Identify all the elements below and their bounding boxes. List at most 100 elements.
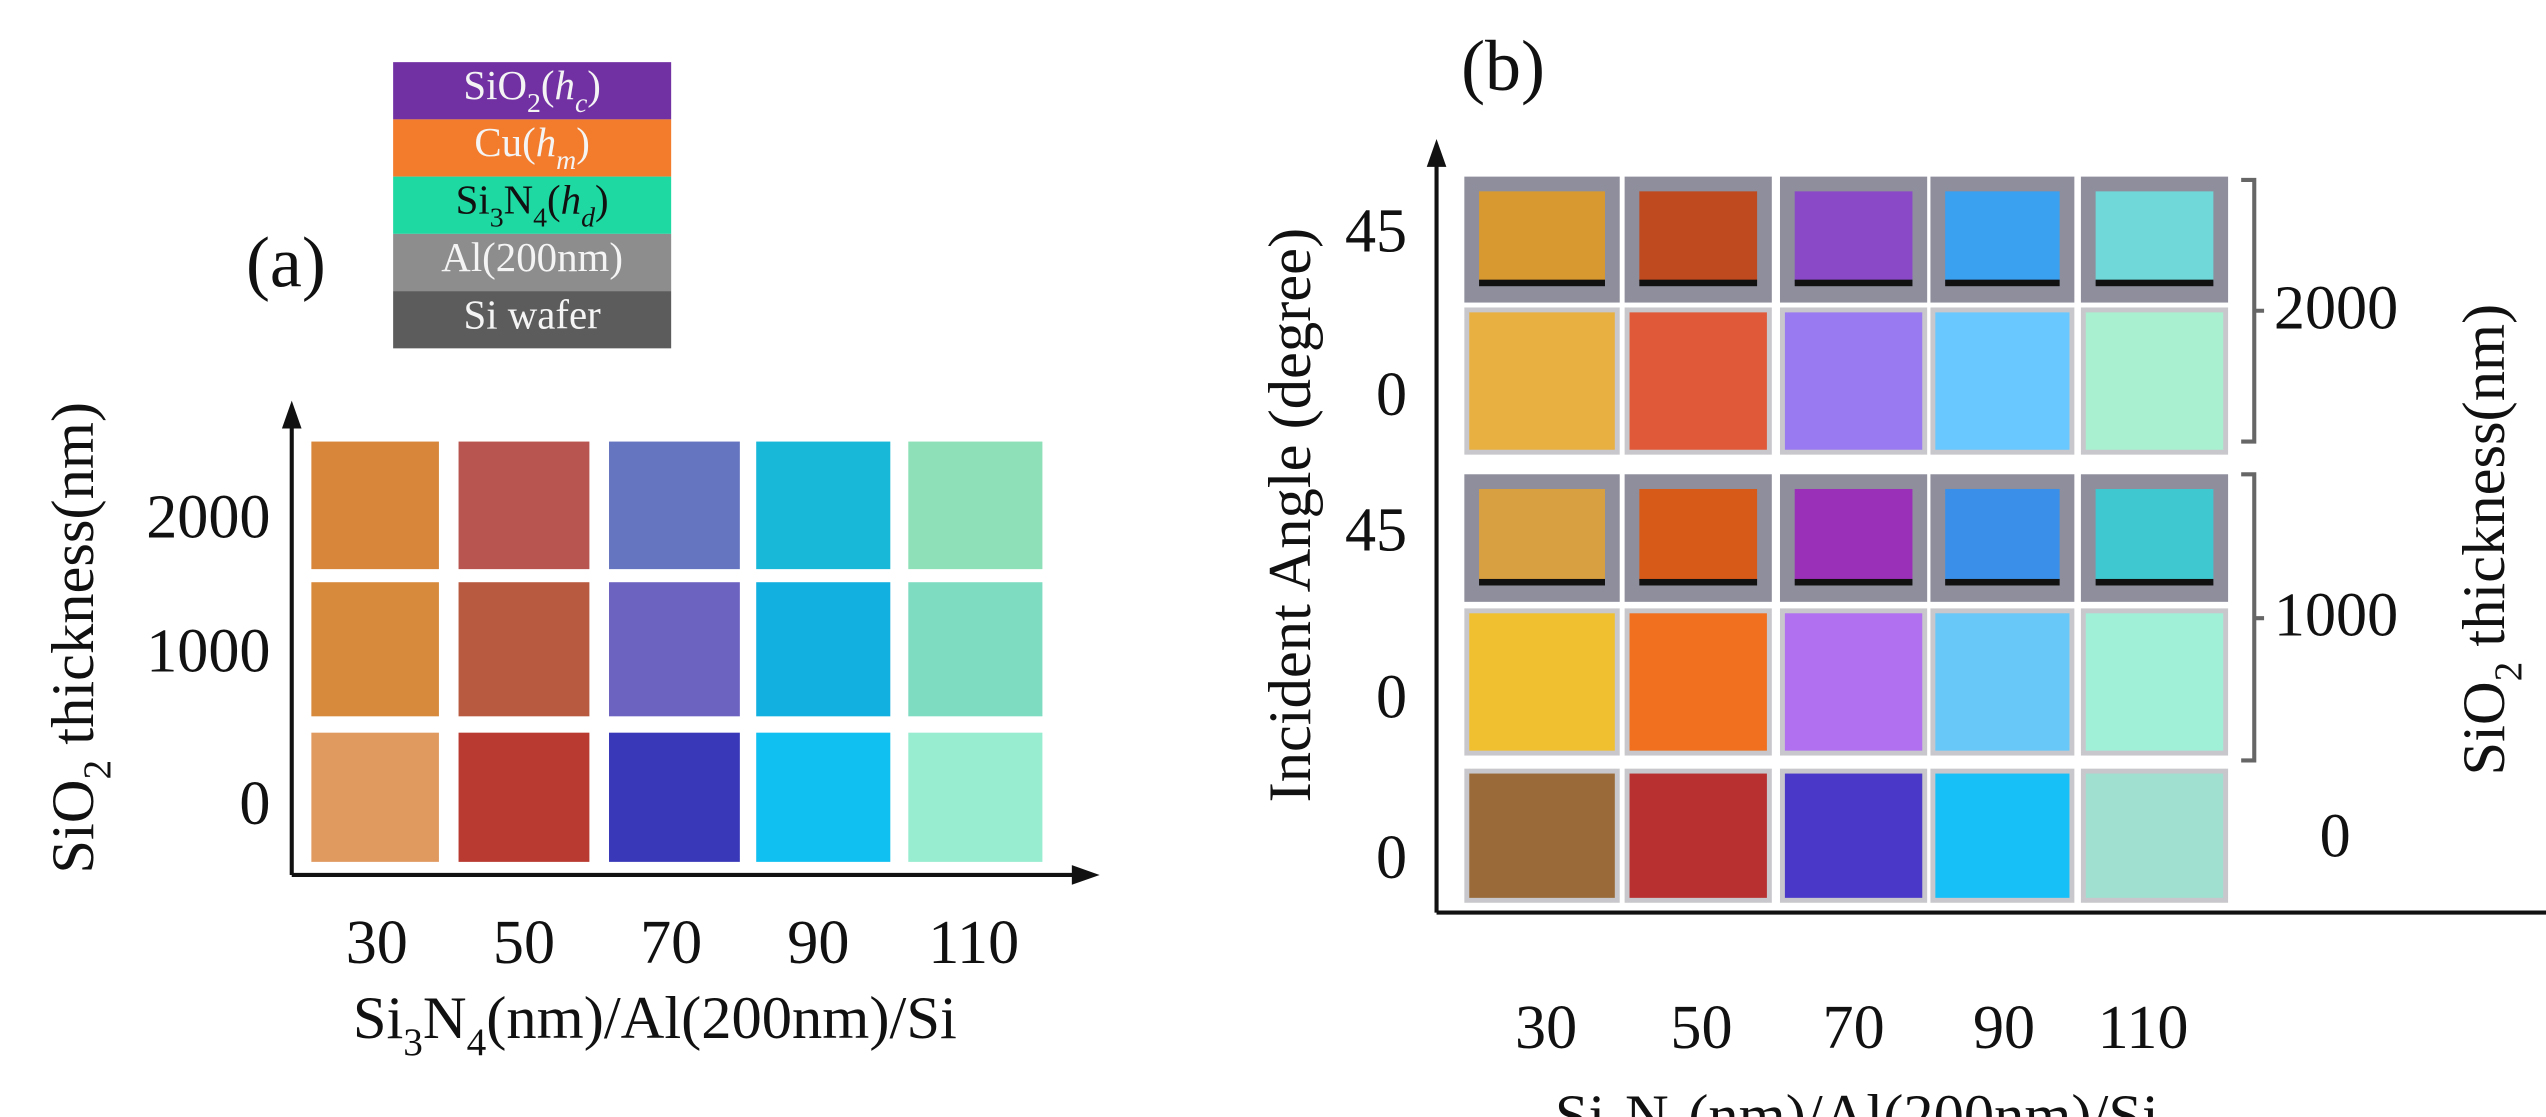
text: N xyxy=(504,178,534,223)
bracket xyxy=(2241,177,2265,763)
photo xyxy=(1935,613,2070,751)
photo xyxy=(2095,488,2214,581)
text: N xyxy=(1625,1083,1669,1117)
photo xyxy=(1945,488,2060,581)
text: N xyxy=(423,985,467,1052)
text: (nm)/Al(200nm)/Si xyxy=(1688,1083,2159,1117)
axes xyxy=(289,417,1084,878)
y-tick-label: 2000 xyxy=(146,484,270,552)
photo xyxy=(1479,488,1605,581)
swatch xyxy=(609,732,740,862)
swatch xyxy=(311,732,439,862)
layer-label: Si3N4(hd) xyxy=(456,178,609,234)
layer xyxy=(393,233,672,292)
photo-edge xyxy=(1479,578,1605,586)
photo xyxy=(1639,488,1758,581)
photo-edge xyxy=(1639,279,1758,287)
y-tick-label: 0 xyxy=(239,770,270,838)
text: 3 xyxy=(490,202,504,233)
text: ) xyxy=(595,178,609,223)
text: 2 xyxy=(76,760,119,780)
text: ) xyxy=(576,121,590,166)
x-tick-label: 70 xyxy=(1823,994,1885,1062)
text: SiO xyxy=(40,779,107,873)
photo xyxy=(1784,312,1923,450)
photo-edge xyxy=(1945,578,2060,586)
photo xyxy=(1784,613,1923,751)
text: ( xyxy=(541,63,555,108)
photo xyxy=(1469,773,1615,898)
text: Cu( xyxy=(474,121,535,166)
swatch xyxy=(609,582,740,717)
layer-label: Al(200nm) xyxy=(441,235,623,280)
swatch xyxy=(908,732,1043,862)
photo xyxy=(1945,191,2060,282)
photo xyxy=(1479,191,1605,282)
text: c xyxy=(575,88,588,119)
x-tick-label: 90 xyxy=(1973,994,2035,1062)
swatch xyxy=(458,441,590,570)
x-tick-label: 110 xyxy=(2098,994,2189,1062)
y2-tick-label: 0 xyxy=(2320,803,2351,871)
text: 3 xyxy=(403,1020,423,1063)
panel-label: (a) xyxy=(246,222,326,302)
swatch xyxy=(756,732,891,862)
x-tick-label: 110 xyxy=(928,909,1019,977)
x-tick-label: 50 xyxy=(1670,994,1732,1062)
right-axis-label: SiO2 thickness(nm) xyxy=(2451,304,2530,776)
text: h xyxy=(536,121,556,166)
y-axis-label: SiO2 thickness(nm) xyxy=(40,402,119,874)
swatch xyxy=(756,441,891,570)
text: ( xyxy=(547,178,561,223)
swatch xyxy=(458,732,590,862)
photo-edge xyxy=(2095,279,2214,287)
layer xyxy=(393,176,672,234)
x-tick-label: 30 xyxy=(1515,994,1577,1062)
photo xyxy=(2085,312,2224,450)
layer-stack xyxy=(393,62,672,349)
photo xyxy=(1469,312,1615,450)
x-axis-label: Si3N4(nm)/Al(200nm)/Si xyxy=(1555,1083,2159,1117)
text: h xyxy=(561,178,581,223)
x-tick-label: 70 xyxy=(640,909,702,977)
text: Si xyxy=(456,178,490,223)
y-tick-label: 45 xyxy=(1345,197,1407,265)
x-tick-label: 90 xyxy=(787,909,849,977)
layer xyxy=(393,62,672,120)
x-tick-label: 50 xyxy=(493,909,555,977)
photo xyxy=(1639,191,1758,282)
swatch xyxy=(311,582,439,717)
text: SiO xyxy=(2451,681,2518,775)
photo xyxy=(1629,613,1767,751)
swatch xyxy=(458,582,590,717)
arrow-head xyxy=(1071,865,1100,885)
panel-label: (b) xyxy=(1461,26,1545,106)
arrow-head xyxy=(1426,139,1447,167)
layer-label: SiO2(hc) xyxy=(463,63,601,119)
x-axis-label: Si3N4(nm)/Al(200nm)/Si xyxy=(353,985,957,1064)
y-tick-label: 0 xyxy=(1376,824,1407,892)
text: d xyxy=(581,202,595,233)
photo-edge xyxy=(2095,578,2214,586)
y2-tick-label: 2000 xyxy=(2274,274,2398,342)
text: Si xyxy=(353,985,403,1052)
layer-label: Si wafer xyxy=(463,292,601,337)
swatch xyxy=(756,582,891,717)
left-axis-label: Incident Angle (degree) xyxy=(1257,228,1324,802)
photo-edge xyxy=(1794,279,1913,287)
arrow-head xyxy=(281,400,302,429)
photo xyxy=(1794,191,1913,282)
y2-tick-label: 1000 xyxy=(2274,582,2398,650)
text: m xyxy=(556,145,576,176)
photo xyxy=(1935,773,2070,898)
swatch xyxy=(609,441,740,570)
text: 2 xyxy=(527,88,541,119)
layer-label: Cu(hm) xyxy=(474,121,589,177)
layer xyxy=(393,291,672,349)
photo-edge xyxy=(1794,578,1913,586)
photo-edge xyxy=(1639,578,1758,586)
text: thickness(nm) xyxy=(40,402,107,760)
photo xyxy=(1784,773,1923,898)
photo xyxy=(1629,773,1767,898)
